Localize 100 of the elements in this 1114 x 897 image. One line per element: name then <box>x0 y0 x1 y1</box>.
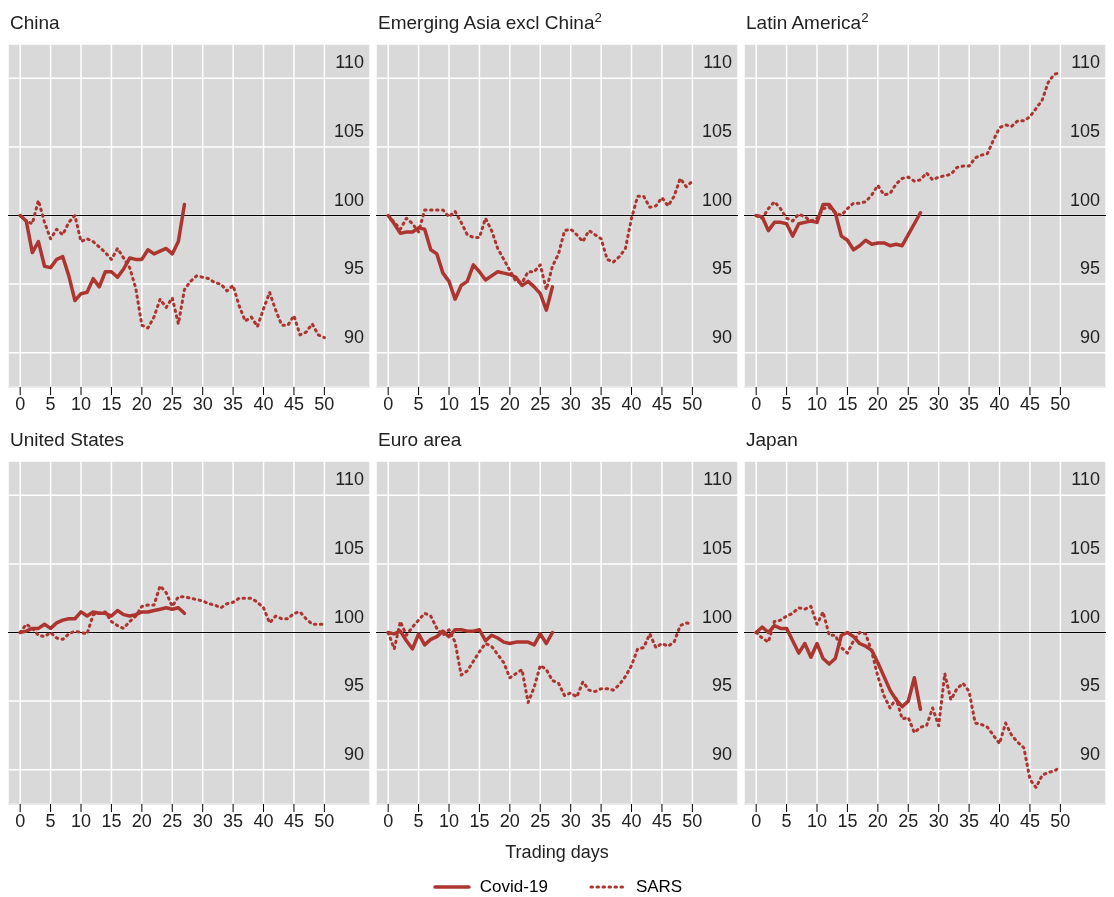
y-tick-label: 100 <box>333 606 364 627</box>
x-tick-label: 15 <box>101 393 122 414</box>
y-tick-label: 105 <box>333 120 364 141</box>
x-tick-label: 0 <box>383 393 394 414</box>
x-tick-label: 10 <box>70 393 92 414</box>
x-tick-label: 15 <box>101 810 122 831</box>
x-tick-label: 40 <box>621 393 642 414</box>
x-tick-label: 30 <box>928 393 949 414</box>
x-tick-label: 25 <box>898 393 919 414</box>
x-tick-label: 45 <box>283 393 304 414</box>
chart-title: China <box>9 11 61 35</box>
x-tick-label: 45 <box>1019 393 1040 414</box>
x-tick-label: 25 <box>530 810 551 831</box>
x-tick-label: 10 <box>438 393 460 414</box>
y-tick-label: 95 <box>1079 675 1100 696</box>
x-tick-label: 25 <box>530 393 551 414</box>
y-tick-label: 90 <box>343 326 364 347</box>
x-tick-label: 0 <box>383 810 394 831</box>
x-tick-label: 5 <box>413 810 424 831</box>
x-tick-label: 50 <box>314 810 335 831</box>
x-tick-label: 10 <box>806 393 828 414</box>
y-tick-label: 90 <box>1079 326 1100 347</box>
chart-title: Euro area <box>377 428 463 452</box>
x-tick-label: 25 <box>162 393 183 414</box>
y-tick-label: 90 <box>711 326 732 347</box>
x-tick-label: 30 <box>192 393 213 414</box>
chart-title: Emerging Asia excl China$^{2}$ <box>377 8 603 35</box>
x-tick-label: 10 <box>438 810 460 831</box>
y-tick-label: 110 <box>703 469 732 490</box>
chart-title: Japan <box>745 428 799 452</box>
y-tick-label: 95 <box>343 258 364 279</box>
x-tick-label: 20 <box>131 393 152 414</box>
x-tick-label: 30 <box>192 810 213 831</box>
x-tick-label: 35 <box>591 393 612 414</box>
x-tick-label: 0 <box>15 393 26 414</box>
x-axis-title: Trading days <box>504 842 610 863</box>
y-tick-label: 90 <box>711 743 732 764</box>
x-tick-label: 45 <box>651 810 672 831</box>
x-tick-label: 15 <box>469 810 490 831</box>
x-tick-label: 5 <box>413 393 424 414</box>
y-tick-label: 105 <box>1069 537 1100 558</box>
x-tick-label: 40 <box>253 393 274 414</box>
y-tick-label: 100 <box>701 606 732 627</box>
legend-label: Covid-19 <box>479 877 548 897</box>
x-tick-label: 50 <box>1050 393 1071 414</box>
y-tick-label: 95 <box>1079 258 1100 279</box>
chart-title: United States <box>9 428 126 452</box>
x-tick-label: 15 <box>837 393 858 414</box>
x-tick-label: 5 <box>45 810 56 831</box>
x-tick-label: 30 <box>560 810 581 831</box>
chart-title: Latin America$^{2}$ <box>745 8 870 35</box>
x-tick-label: 0 <box>15 810 26 831</box>
x-tick-label: 50 <box>682 393 703 414</box>
y-tick-label: 110 <box>1071 469 1100 490</box>
x-tick-label: 15 <box>837 810 858 831</box>
y-tick-label: 100 <box>1069 606 1100 627</box>
y-tick-label: 100 <box>1069 189 1100 210</box>
x-tick-label: 5 <box>781 810 792 831</box>
x-tick-label: 40 <box>989 393 1010 414</box>
y-tick-label: 100 <box>333 189 364 210</box>
x-tick-label: 20 <box>867 393 888 414</box>
x-tick-label: 50 <box>682 810 703 831</box>
x-tick-label: 40 <box>989 810 1010 831</box>
x-tick-label: 20 <box>499 810 520 831</box>
y-tick-label: 110 <box>703 52 732 73</box>
x-tick-label: 5 <box>45 393 56 414</box>
x-tick-label: 35 <box>959 810 980 831</box>
x-tick-label: 45 <box>651 393 672 414</box>
x-tick-label: 45 <box>283 810 304 831</box>
x-tick-label: 50 <box>314 393 335 414</box>
x-tick-label: 20 <box>499 393 520 414</box>
x-tick-label: 35 <box>223 810 244 831</box>
x-tick-label: 30 <box>928 810 949 831</box>
x-tick-label: 5 <box>781 393 792 414</box>
x-tick-label: 25 <box>898 810 919 831</box>
x-tick-label: 40 <box>253 810 274 831</box>
x-tick-label: 30 <box>560 393 581 414</box>
y-tick-label: 110 <box>1071 52 1100 73</box>
y-tick-label: 110 <box>335 52 364 73</box>
x-tick-label: 45 <box>1019 810 1040 831</box>
x-tick-label: 0 <box>751 810 762 831</box>
x-tick-label: 50 <box>1050 810 1071 831</box>
y-tick-label: 95 <box>711 258 732 279</box>
y-tick-label: 105 <box>701 537 732 558</box>
x-tick-label: 35 <box>959 393 980 414</box>
y-tick-label: 105 <box>701 120 732 141</box>
y-tick-label: 100 <box>701 189 732 210</box>
x-tick-label: 20 <box>131 810 152 831</box>
x-tick-label: 15 <box>469 393 490 414</box>
x-tick-label: 25 <box>162 810 183 831</box>
y-tick-label: 90 <box>343 743 364 764</box>
x-tick-label: 35 <box>591 810 612 831</box>
y-tick-label: 110 <box>335 469 364 490</box>
x-tick-label: 35 <box>223 393 244 414</box>
x-tick-label: 40 <box>621 810 642 831</box>
x-tick-label: 10 <box>70 810 92 831</box>
legend-label: SARS <box>635 877 683 897</box>
y-tick-label: 105 <box>333 537 364 558</box>
x-tick-label: 0 <box>751 393 762 414</box>
y-tick-label: 105 <box>1069 120 1100 141</box>
